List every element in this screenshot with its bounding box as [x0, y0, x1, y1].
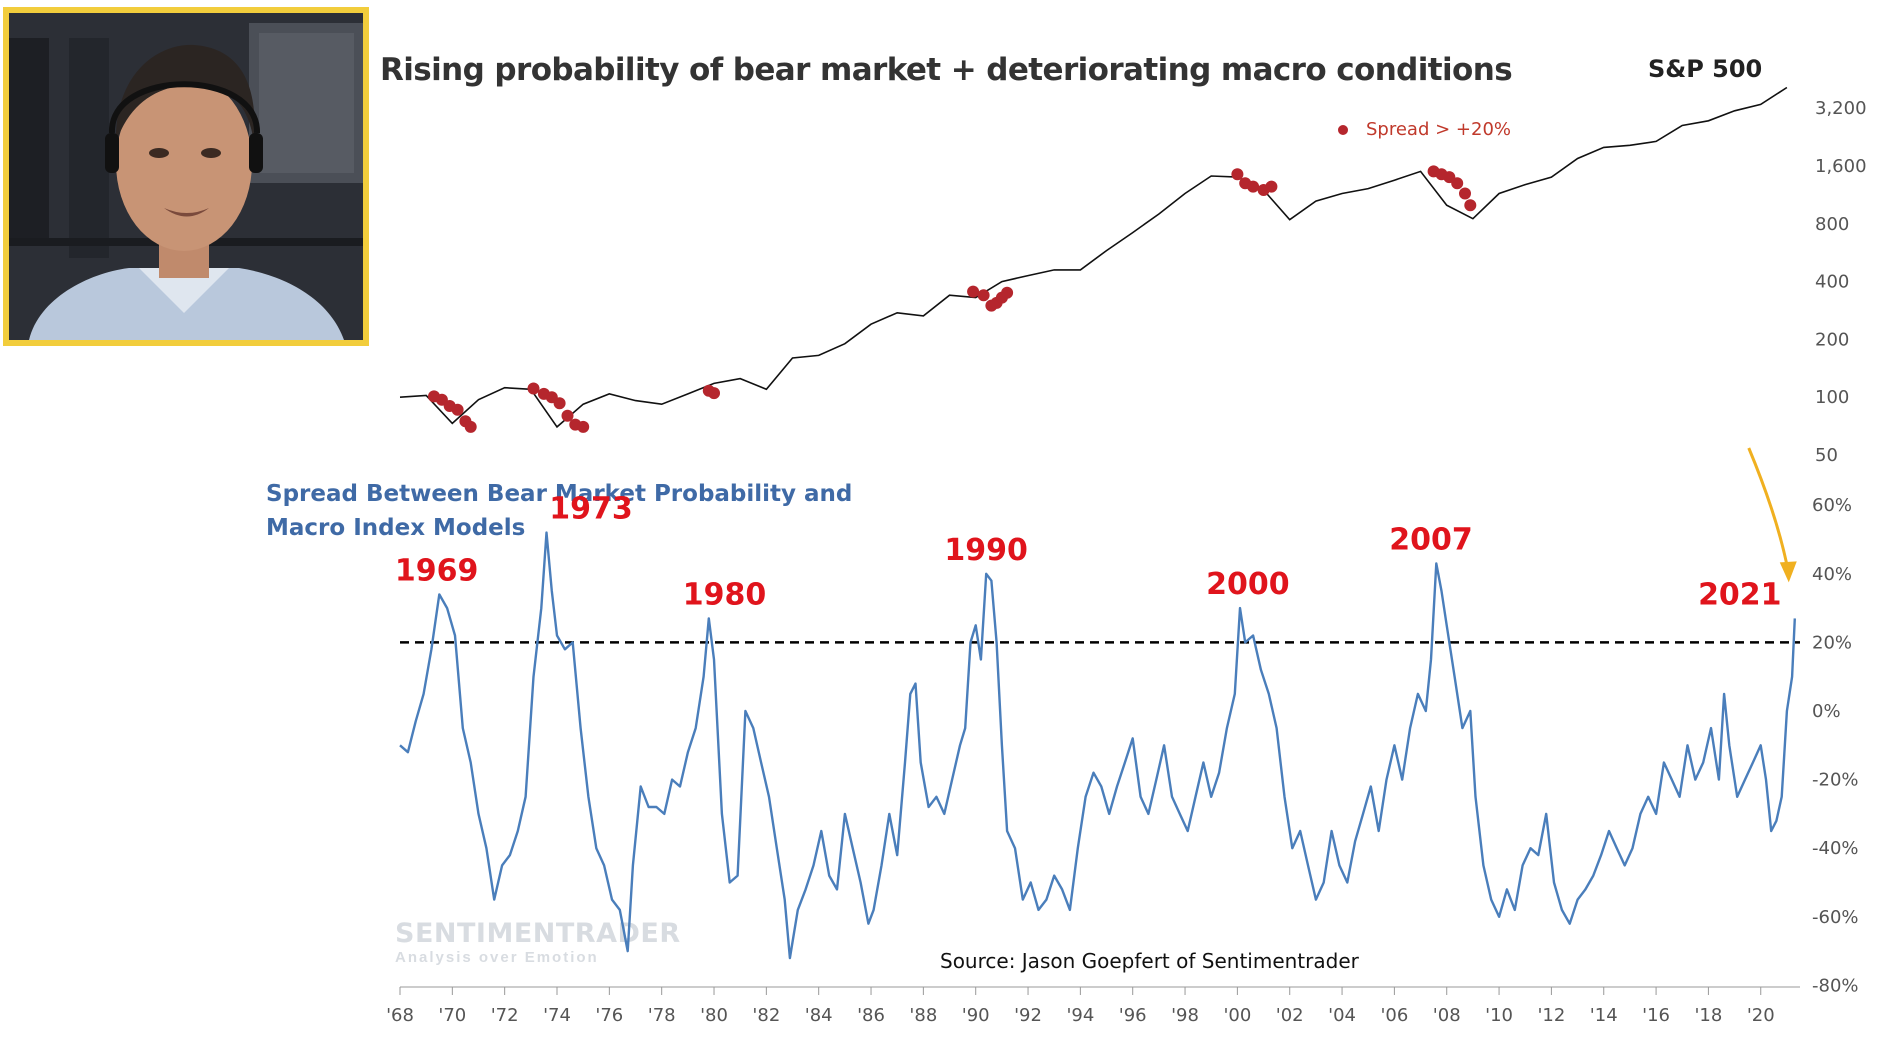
- year-annotation-2021: 2021: [1698, 577, 1782, 612]
- x-axis-tick-label: '96: [1119, 1005, 1147, 1026]
- spread-above-20-dot: [1001, 286, 1014, 299]
- x-axis-tick-label: '90: [962, 1005, 990, 1026]
- x-axis-tick-label: '76: [595, 1005, 623, 1026]
- year-annotation-1973: 1973: [549, 492, 633, 527]
- sp500-ytick-label: 400: [1815, 272, 1849, 293]
- spread-above-20-dot: [1464, 199, 1477, 212]
- x-axis-tick-label: '04: [1328, 1005, 1356, 1026]
- spread-above-20-dot: [527, 382, 540, 395]
- x-axis-tick-label: '74: [543, 1005, 571, 1026]
- x-axis-tick-label: '20: [1747, 1005, 1775, 1026]
- highlight-arrow-shaft: [1747, 447, 1791, 575]
- x-axis-tick-label: '08: [1433, 1005, 1461, 1026]
- sp500-series-label: S&P 500: [1648, 55, 1763, 83]
- x-axis-tick-label: '06: [1380, 1005, 1408, 1026]
- spread-above-20-dot: [553, 397, 566, 410]
- spread-above-20-dot: [1265, 180, 1278, 193]
- spread-above-20-dot: [1451, 177, 1464, 190]
- year-annotation-1969: 1969: [395, 553, 479, 588]
- spread-chart-title: Spread Between Bear Market Probability a…: [266, 477, 866, 545]
- spread-line: [399, 531, 1796, 960]
- x-axis-tick-label: '16: [1642, 1005, 1670, 1026]
- sp500-ytick-label: 1,600: [1815, 156, 1867, 177]
- spread-ytick-label: 60%: [1812, 495, 1852, 516]
- sp500-line: [399, 86, 1788, 429]
- spread-ytick-label: 40%: [1812, 564, 1852, 585]
- year-annotation-2007: 2007: [1389, 523, 1473, 558]
- x-axis-tick-label: '84: [805, 1005, 833, 1026]
- x-axis-tick-label: '78: [648, 1005, 676, 1026]
- legend: Spread > +20%: [1338, 119, 1511, 140]
- presenter-webcam: [3, 7, 369, 346]
- spread-above-20-dot: [451, 403, 464, 416]
- x-axis-tick-label: '68: [386, 1005, 414, 1026]
- x-axis-tick-label: '70: [438, 1005, 466, 1026]
- spread-ytick-label: 20%: [1812, 632, 1852, 653]
- spread-above-20-dot: [708, 387, 720, 400]
- sp500-ytick-label: 800: [1815, 214, 1849, 235]
- x-axis-tick-label: '72: [491, 1005, 519, 1026]
- x-axis-tick-label: '18: [1694, 1005, 1722, 1026]
- watermark-tagline: Analysis over Emotion: [395, 949, 599, 966]
- spread-above-20-dot: [464, 420, 477, 433]
- highlight-arrow-head: [1779, 561, 1797, 583]
- x-axis-tick-label: '88: [909, 1005, 937, 1026]
- legend-marker: [1338, 125, 1348, 135]
- x-axis-tick-label: '82: [752, 1005, 780, 1026]
- x-axis-tick-label: '80: [700, 1005, 728, 1026]
- x-axis-tick-label: '00: [1223, 1005, 1251, 1026]
- watermark-name: SENTIMENTRADER: [395, 918, 681, 949]
- x-axis-tick-label: '02: [1276, 1005, 1304, 1026]
- x-axis-tick-label: '10: [1485, 1005, 1513, 1026]
- spread-ytick-label: -40%: [1812, 838, 1859, 859]
- spread-ytick-label: 0%: [1812, 701, 1841, 722]
- presenter-webcam-image: [9, 13, 363, 340]
- sp500-ytick-label: 200: [1815, 329, 1849, 350]
- spread-ytick-label: -60%: [1812, 907, 1859, 928]
- x-axis-tick-label: '98: [1171, 1005, 1199, 1026]
- legend-label: Spread > +20%: [1366, 119, 1512, 140]
- chart-title: Rising probability of bear market + dete…: [380, 52, 1513, 88]
- sp500-ytick-label: 3,200: [1815, 98, 1867, 119]
- spread-above-20-dot: [1459, 187, 1471, 200]
- spread-above-20-dot: [977, 289, 990, 302]
- spread-above-20-dot: [577, 420, 590, 433]
- x-axis-tick-label: '12: [1537, 1005, 1565, 1026]
- sp500-ytick-label: 50: [1815, 445, 1838, 466]
- source-note: Source: Jason Goepfert of Sentimentrader: [940, 949, 1359, 973]
- spread-above-20-dot: [967, 285, 980, 298]
- year-annotation-1980: 1980: [683, 577, 767, 612]
- spread-ytick-label: -20%: [1812, 770, 1859, 791]
- x-axis-tick-label: '14: [1590, 1005, 1618, 1026]
- x-axis-tick-label: '86: [857, 1005, 885, 1026]
- x-axis-tick-label: '94: [1066, 1005, 1094, 1026]
- spread-above-20-dot: [1247, 180, 1260, 193]
- spread-ytick-label: -80%: [1812, 975, 1859, 996]
- year-annotation-2000: 2000: [1206, 567, 1290, 602]
- spread-title-line-2: Macro Index Models: [266, 515, 526, 541]
- spread-above-20-dot: [1231, 168, 1244, 181]
- sentimentrader-watermark: SENTIMENTRADER Analysis over Emotion: [395, 918, 681, 966]
- spread-above-20-dot: [561, 409, 574, 422]
- sp500-ytick-label: 100: [1815, 387, 1849, 408]
- x-axis-tick-label: '92: [1014, 1005, 1042, 1026]
- year-annotation-1990: 1990: [944, 533, 1028, 568]
- spread-title-line-1: Spread Between Bear Market Probability a…: [266, 481, 853, 507]
